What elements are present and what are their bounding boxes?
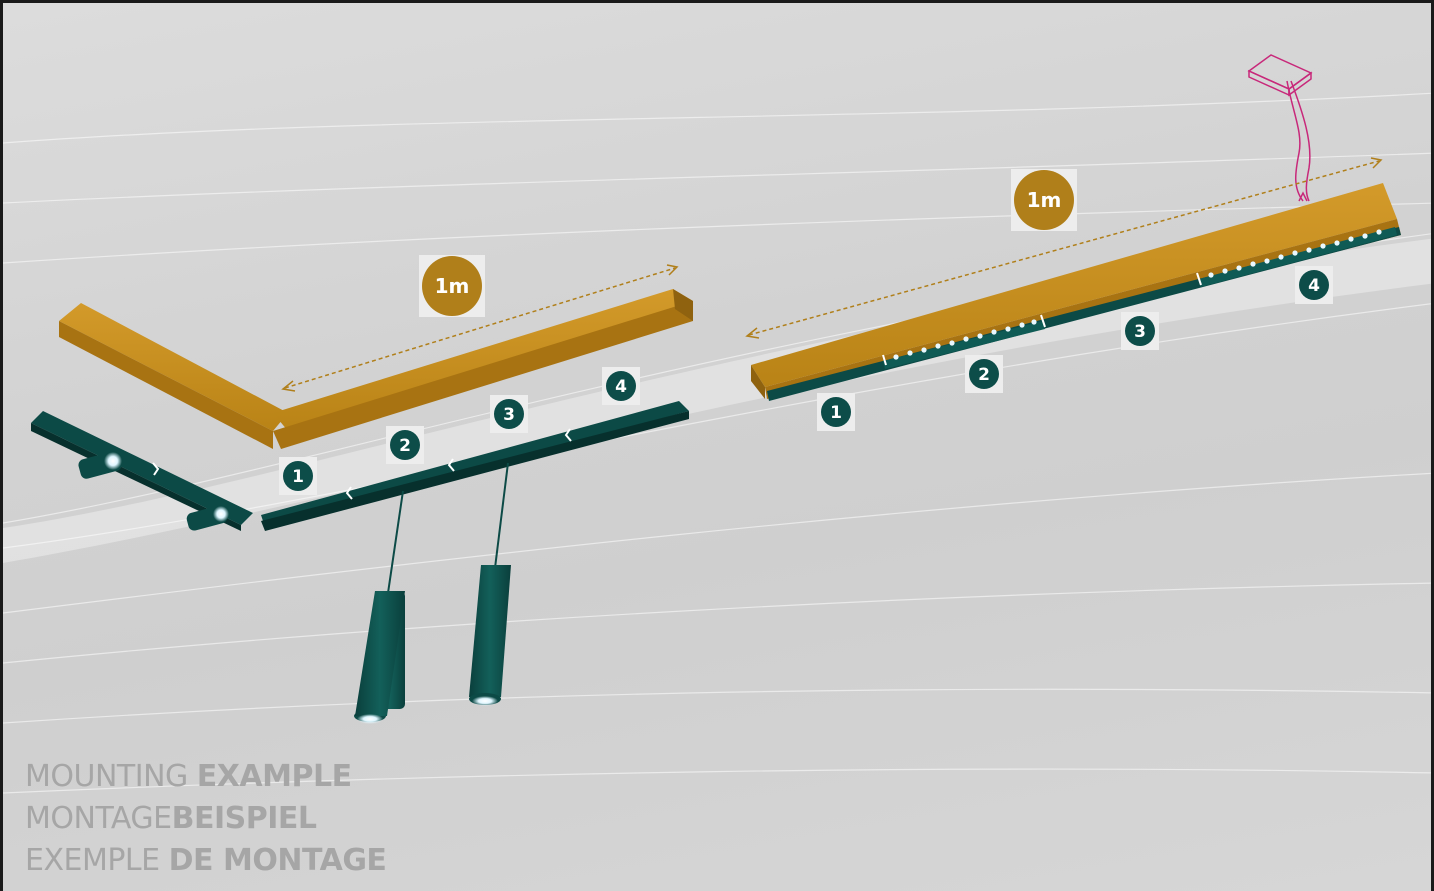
title-line-german: MONTAGEBEISPIEL xyxy=(25,801,317,836)
svg-text:3: 3 xyxy=(1134,322,1146,342)
left-dimension-arrow-start xyxy=(281,380,296,392)
right-segment-badge-1: 1 xyxy=(817,393,855,431)
svg-text:2: 2 xyxy=(399,436,411,456)
title-line-english: MOUNTING EXAMPLE xyxy=(25,759,352,794)
left-dimension-arrow-end xyxy=(666,264,679,276)
left-gold-profile xyxy=(59,289,693,449)
left-segment-badge-4: 4 xyxy=(602,367,640,405)
svg-text:3: 3 xyxy=(503,405,515,425)
title-line-french: EXEMPLE DE MONTAGE xyxy=(25,843,387,878)
left-segment-badge-2: 2 xyxy=(386,426,424,464)
right-segment-badge-2: 2 xyxy=(965,355,1003,393)
right-led-strip xyxy=(893,229,1382,360)
left-length-badge: 1m xyxy=(419,255,485,317)
svg-text:4: 4 xyxy=(1308,276,1320,296)
spotlight-1 xyxy=(78,451,122,479)
right-dimension-line xyxy=(748,160,1380,336)
left-length-label: 1m xyxy=(435,274,470,298)
svg-text:4: 4 xyxy=(615,377,627,397)
svg-text:2: 2 xyxy=(978,365,990,385)
mounting-example-title: MOUNTING EXAMPLE MONTAGEBEISPIEL EXEMPLE… xyxy=(25,756,387,882)
left-dimension-line xyxy=(284,267,676,389)
ceiling-suspension-kit xyxy=(1247,54,1313,202)
pendant-light-2 xyxy=(469,462,511,706)
background-swooshes xyxy=(3,92,1431,794)
right-dimension-arrow-end xyxy=(1370,157,1383,169)
mounting-diagram: 1m 1 2 3 4 xyxy=(3,54,1431,794)
right-segment-badge-3: 3 xyxy=(1121,312,1159,350)
svg-text:1: 1 xyxy=(830,403,842,423)
svg-text:1: 1 xyxy=(292,467,304,487)
right-length-badge: 1m xyxy=(1011,169,1077,231)
left-segment-badge-1: 1 xyxy=(279,457,317,495)
left-teal-track xyxy=(31,401,689,531)
right-dimension-arrow-start xyxy=(745,327,760,339)
right-length-label: 1m xyxy=(1027,188,1062,212)
spotlight-2 xyxy=(186,505,229,531)
pendant-light-1 xyxy=(354,490,405,724)
left-segment-badge-3: 3 xyxy=(490,395,528,433)
right-segment-dividers xyxy=(882,272,1202,366)
right-segment-badge-4: 4 xyxy=(1295,266,1333,304)
right-teal-channel xyxy=(767,227,1401,401)
